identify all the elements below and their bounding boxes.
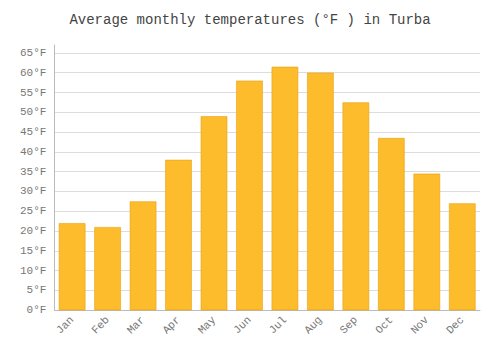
svg-text:10°F: 10°F [20, 265, 46, 277]
svg-text:25°F: 25°F [20, 205, 46, 217]
svg-text:Aug: Aug [302, 314, 324, 336]
svg-text:Dec: Dec [444, 314, 466, 336]
svg-text:Apr: Apr [160, 314, 182, 336]
svg-text:35°F: 35°F [20, 166, 46, 178]
svg-text:Jun: Jun [231, 314, 253, 336]
svg-text:60°F: 60°F [20, 67, 46, 79]
svg-text:45°F: 45°F [20, 126, 46, 138]
svg-text:May: May [196, 314, 219, 337]
svg-text:Oct: Oct [373, 314, 395, 336]
svg-text:0°F: 0°F [27, 304, 47, 316]
svg-text:40°F: 40°F [20, 146, 46, 158]
svg-text:Nov: Nov [409, 314, 432, 337]
svg-text:Jul: Jul [267, 314, 289, 336]
svg-text:50°F: 50°F [20, 106, 46, 118]
svg-text:5°F: 5°F [27, 284, 47, 296]
svg-text:20°F: 20°F [20, 225, 46, 237]
svg-text:Jan: Jan [54, 314, 76, 336]
svg-text:55°F: 55°F [20, 87, 46, 99]
svg-text:Feb: Feb [89, 314, 111, 336]
svg-text:Average monthly temperatures (: Average monthly temperatures (°F ) in Tu… [69, 12, 430, 28]
svg-text:Mar: Mar [125, 314, 147, 336]
svg-text:15°F: 15°F [20, 245, 46, 257]
svg-text:30°F: 30°F [20, 185, 46, 197]
svg-text:Sep: Sep [338, 314, 360, 336]
svg-text:65°F: 65°F [20, 47, 46, 59]
